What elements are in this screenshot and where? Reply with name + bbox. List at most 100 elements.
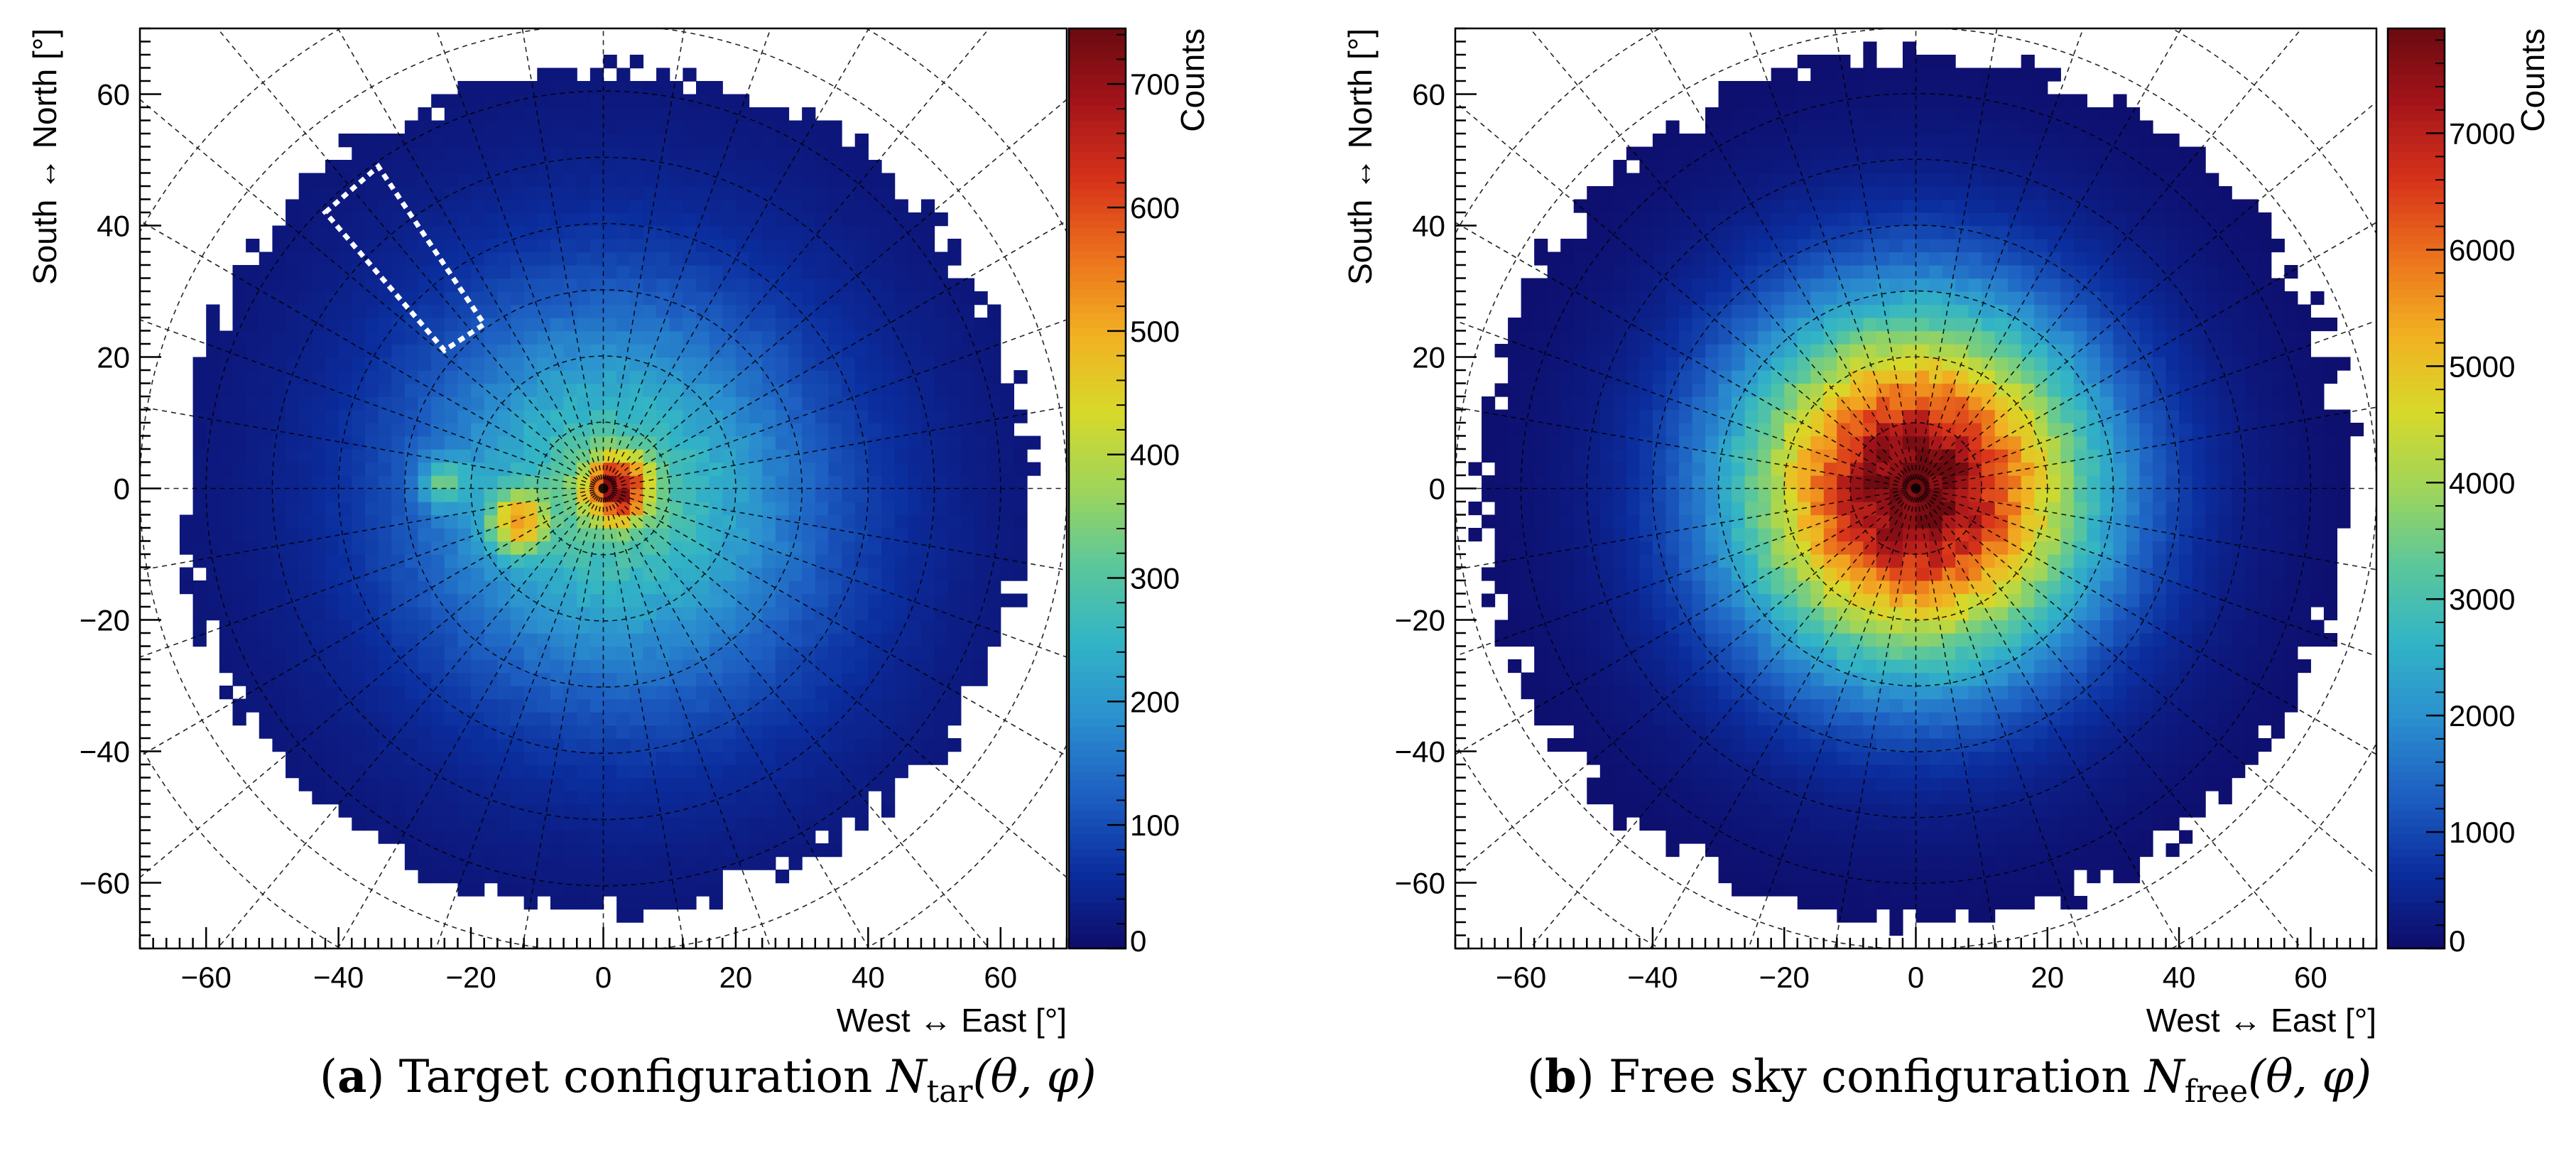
heatmap-cell bbox=[1534, 318, 1548, 332]
heatmap-cell bbox=[550, 791, 565, 805]
heatmap-cell bbox=[1639, 409, 1653, 423]
heatmap-cell bbox=[1692, 330, 1706, 345]
heatmap-cell bbox=[1744, 304, 1759, 318]
heatmap-cell bbox=[603, 383, 617, 397]
heatmap-cell bbox=[1652, 409, 1667, 423]
heatmap-cell bbox=[497, 620, 511, 634]
heatmap-cell bbox=[709, 738, 723, 752]
heatmap-cell bbox=[1732, 777, 1746, 791]
heatmap-cell bbox=[484, 725, 498, 739]
heatmap-cell bbox=[1547, 620, 1561, 634]
heatmap-cell bbox=[603, 94, 617, 108]
heatmap-cell bbox=[1718, 541, 1732, 555]
heatmap-cell bbox=[1665, 659, 1680, 674]
heatmap-cell bbox=[1849, 896, 1864, 910]
heatmap-cell bbox=[1626, 436, 1640, 450]
heatmap-cell bbox=[908, 686, 922, 700]
heatmap-cell bbox=[418, 199, 432, 213]
heatmap-cell bbox=[1810, 659, 1825, 674]
heatmap-cell bbox=[1744, 751, 1759, 765]
heatmap-cell bbox=[1665, 423, 1680, 437]
heatmap-cell bbox=[457, 882, 472, 897]
heatmap-cell bbox=[828, 686, 842, 700]
heatmap-cell bbox=[232, 607, 246, 621]
heatmap-cell bbox=[1718, 502, 1732, 516]
heatmap-cell bbox=[537, 686, 551, 700]
heatmap-cell bbox=[484, 633, 498, 647]
heatmap-cell bbox=[735, 423, 750, 437]
heatmap-cell bbox=[1797, 94, 1811, 108]
heatmap-cell bbox=[471, 882, 485, 897]
heatmap-cell bbox=[1665, 146, 1680, 161]
heatmap-cell bbox=[471, 502, 485, 516]
heatmap-cell bbox=[722, 357, 737, 371]
heatmap-cell bbox=[1534, 646, 1548, 660]
heatmap-cell bbox=[802, 120, 816, 134]
heatmap-cell bbox=[643, 160, 657, 174]
heatmap-cell bbox=[497, 593, 511, 607]
heatmap-cell bbox=[1732, 134, 1746, 148]
heatmap-cell bbox=[1652, 199, 1667, 213]
colorbar-segment bbox=[1069, 519, 1126, 528]
heatmap-cell bbox=[749, 488, 763, 502]
heatmap-cell bbox=[974, 620, 988, 634]
heatmap-cell bbox=[934, 252, 948, 266]
heatmap-cell bbox=[589, 830, 604, 844]
heatmap-cell bbox=[1652, 357, 1667, 371]
heatmap-cell bbox=[1678, 738, 1693, 752]
heatmap-cell bbox=[391, 830, 406, 844]
heatmap-cell bbox=[616, 620, 631, 634]
heatmap-cell bbox=[656, 344, 670, 358]
heatmap-cell bbox=[246, 344, 260, 358]
heatmap-cell bbox=[669, 462, 683, 476]
heatmap-cell bbox=[1810, 502, 1825, 516]
heatmap-cell bbox=[589, 357, 604, 371]
heatmap-cell bbox=[1810, 278, 1825, 292]
heatmap-cell bbox=[511, 567, 525, 581]
heatmap-cell bbox=[735, 291, 750, 305]
heatmap-cell bbox=[762, 804, 776, 818]
heatmap-cell bbox=[1705, 738, 1719, 752]
heatmap-cell bbox=[722, 554, 737, 568]
heatmap-cell bbox=[735, 686, 750, 700]
heatmap-cell bbox=[206, 449, 220, 463]
heatmap-cell bbox=[589, 107, 604, 121]
heatmap-cell bbox=[589, 659, 604, 674]
heatmap-cell bbox=[1771, 554, 1785, 568]
heatmap-cell bbox=[643, 830, 657, 844]
heatmap-cell bbox=[722, 777, 737, 791]
heatmap-cell bbox=[1613, 265, 1627, 279]
heatmap-cell bbox=[815, 344, 830, 358]
heatmap-cell bbox=[828, 252, 842, 266]
heatmap-cell bbox=[444, 173, 459, 187]
heatmap-cell bbox=[391, 633, 406, 647]
heatmap-cell bbox=[643, 514, 657, 529]
heatmap-cell bbox=[1823, 646, 1837, 660]
heatmap-cell bbox=[431, 777, 445, 791]
heatmap-cell bbox=[960, 502, 975, 516]
heatmap-cell bbox=[312, 449, 326, 463]
heatmap-cell bbox=[1771, 882, 1785, 897]
heatmap-cell bbox=[894, 751, 908, 765]
heatmap-cell bbox=[735, 804, 750, 818]
heatmap-cell bbox=[854, 239, 869, 253]
heatmap-cell bbox=[444, 449, 459, 463]
heatmap-cell bbox=[1771, 764, 1785, 779]
heatmap-cell bbox=[298, 738, 313, 752]
heatmap-cell bbox=[1547, 698, 1561, 713]
heatmap-cell bbox=[762, 239, 776, 253]
heatmap-cell bbox=[722, 239, 737, 253]
heatmap-cell bbox=[444, 777, 459, 791]
heatmap-cell bbox=[1732, 698, 1746, 713]
heatmap-cell bbox=[669, 514, 683, 529]
heatmap-cell bbox=[378, 672, 392, 686]
heatmap-cell bbox=[325, 633, 339, 647]
heatmap-cell bbox=[1810, 462, 1825, 476]
heatmap-cell bbox=[1784, 554, 1798, 568]
heatmap-cell bbox=[1797, 409, 1811, 423]
heatmap-cell bbox=[987, 475, 1001, 490]
heatmap-cell bbox=[511, 764, 525, 779]
heatmap-cell bbox=[735, 252, 750, 266]
heatmap-cell bbox=[497, 146, 511, 161]
heatmap-cell bbox=[1732, 357, 1746, 371]
